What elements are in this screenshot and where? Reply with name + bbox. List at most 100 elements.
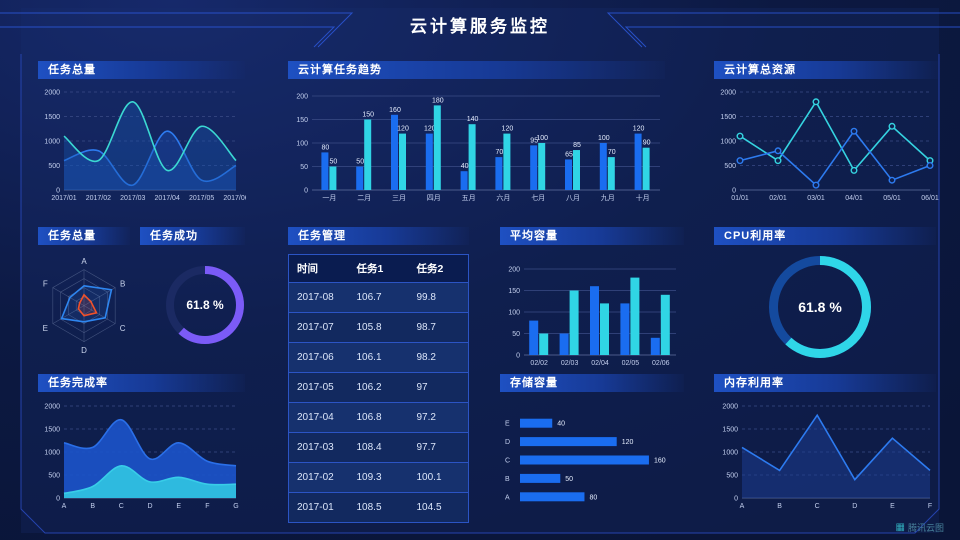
x-tick-label: F <box>205 503 209 510</box>
x-tick-label: 02/02 <box>530 360 548 367</box>
series-line <box>739 129 931 187</box>
bar <box>391 114 398 190</box>
x-tick-label: 十月 <box>636 193 650 202</box>
bar <box>329 166 337 190</box>
table-header-row: 时间 任务1 任务2 <box>288 254 469 283</box>
hbar-value-label: 160 <box>654 458 666 465</box>
data-marker <box>774 157 782 165</box>
completion-area-chart: 0 500 1000 1500 2000 A B C D E F G <box>44 404 238 511</box>
x-tick-label: 2017/02 <box>86 195 111 202</box>
bar-value-label: 70 <box>496 149 504 156</box>
x-tick-label: 02/06 <box>652 360 670 367</box>
card-success-header: 任务成功 <box>140 227 245 245</box>
card-memory-header: 内存利用率 <box>714 374 936 392</box>
bar <box>600 303 609 355</box>
bar-value-label: 90 <box>643 140 651 147</box>
x-tick-label: 2017/05 <box>189 195 214 202</box>
y-tick-label: 1000 <box>44 139 60 146</box>
table-cell: 2017-07 <box>288 312 349 343</box>
y-tick-label: 50 <box>512 331 520 338</box>
table-row: 2017-04 106.8 97.2 <box>288 402 469 433</box>
x-tick-label: E <box>176 503 181 510</box>
bar <box>538 143 546 190</box>
data-marker <box>736 157 744 165</box>
series-area <box>742 415 930 498</box>
x-tick-label: 02/03 <box>561 360 579 367</box>
table-cell: 108.4 <box>348 432 409 463</box>
table-header-cell: 任务2 <box>408 254 469 283</box>
series-line <box>741 413 931 481</box>
radar-spoke <box>83 287 116 306</box>
bar <box>460 171 468 190</box>
card-avg-capacity-header: 平均容量 <box>500 227 684 245</box>
table-cell: 106.1 <box>348 342 409 373</box>
y-tick-label: 0 <box>732 188 736 195</box>
y-tick-label: 1500 <box>720 114 736 121</box>
card-storage-header: 存储容量 <box>500 374 684 392</box>
bar-value-label: 70 <box>608 149 616 156</box>
hbar-category-label: A <box>505 494 510 501</box>
table-header-cell: 任务1 <box>348 254 409 283</box>
table-cell: 2017-01 <box>288 492 349 523</box>
table-cell: 99.8 <box>408 282 469 313</box>
card-completion: 任务完成率 0 500 1000 1500 2000 A B C D E F G <box>38 374 248 514</box>
bar-value-label: 50 <box>330 159 338 166</box>
bar <box>650 337 660 355</box>
memory-line-chart: 0 500 1000 1500 2000 A B C D E F <box>722 404 932 511</box>
card-title-text: 平均容量 <box>510 230 558 242</box>
x-tick-label: 五月 <box>462 194 476 202</box>
bar-value-label: 120 <box>397 126 409 133</box>
hbar-category-label: C <box>505 458 510 465</box>
x-tick-label: 六月 <box>496 193 510 202</box>
x-tick-label: D <box>852 503 857 510</box>
card-storage: 存储容量 E 40 D 120 C 160 B 50 A 80 <box>500 374 684 514</box>
x-tick-label: 06/01 <box>921 195 939 202</box>
bar <box>634 133 642 190</box>
bar <box>660 294 670 355</box>
bar <box>539 333 549 355</box>
radar-series <box>60 284 113 323</box>
card-title-text: 云计算总资源 <box>724 64 796 76</box>
series-line <box>63 465 237 495</box>
donut-value-label: 61.8 % <box>186 298 224 312</box>
table-cell: 97.7 <box>408 432 469 463</box>
table-cell: 2017-08 <box>288 282 349 313</box>
series-line <box>63 419 237 467</box>
radar-series <box>77 293 98 317</box>
data-marker <box>812 181 820 189</box>
x-tick-label: A <box>740 503 745 510</box>
table-cell: 97 <box>408 372 469 403</box>
data-marker <box>736 132 744 140</box>
data-marker <box>812 98 820 106</box>
y-tick-label: 1000 <box>44 450 60 457</box>
radar-spoke <box>83 305 116 324</box>
bar <box>530 145 538 190</box>
card-success: 任务成功 61.8 % <box>140 227 245 346</box>
data-marker <box>850 166 858 174</box>
bar-value-label: 80 <box>322 144 330 151</box>
card-task-total-header: 任务总量 <box>38 61 245 79</box>
card-trend: 云计算任务趋势 0 50 100 150 200 一月 二月 三月 四月 五月 六月 七月 八月 九月 十月… <box>288 61 668 206</box>
resources-line-chart: 0 500 1000 1500 2000 01/01 02/01 03/01 04/01 05/0… <box>720 90 939 203</box>
card-title-text: CPU利用率 <box>724 230 787 242</box>
x-tick-label: 2017/06 <box>223 195 246 202</box>
card-radar: 任务总量 A B C D E F <box>38 227 138 368</box>
x-tick-label: 八月 <box>566 194 580 202</box>
x-tick-label: E <box>890 503 895 510</box>
x-tick-label: B <box>777 503 782 510</box>
series-line <box>63 130 237 186</box>
y-tick-label: 0 <box>734 496 738 503</box>
hbar-category-label: D <box>505 439 510 446</box>
table-header-cell: 时间 <box>288 254 349 283</box>
x-tick-label: 02/05 <box>622 360 640 367</box>
radar-axis-label: F <box>43 279 48 288</box>
y-tick-label: 150 <box>508 288 520 295</box>
watermark: ▦ 腾讯云图 <box>896 521 944 534</box>
data-marker <box>888 176 896 184</box>
data-marker <box>774 147 782 155</box>
bar <box>356 166 364 190</box>
table-row: 2017-08 106.7 99.8 <box>288 282 469 313</box>
card-title-text: 任务总量 <box>48 64 96 76</box>
card-avg-capacity: 平均容量 0 50 100 150 200 02/02 02/03 02/04 02/05 02/… <box>500 227 684 371</box>
bar-value-label: 140 <box>467 116 479 123</box>
